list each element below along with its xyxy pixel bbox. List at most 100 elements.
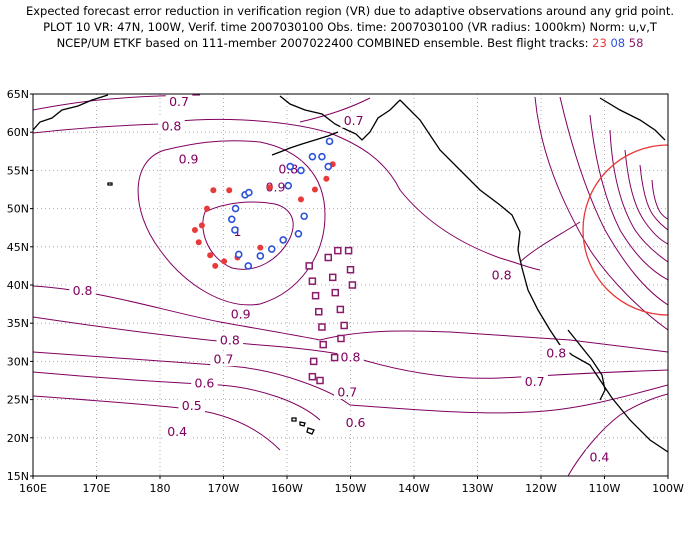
hawaii-3 <box>306 427 315 435</box>
contour-label-bg <box>69 282 96 298</box>
x-tick-label: 110W <box>589 482 621 495</box>
y-tick-label: 25N <box>7 394 29 407</box>
y-tick-label: 30N <box>7 355 29 368</box>
contour-ring-7 <box>651 179 668 220</box>
y-tick-label: 55N <box>7 164 29 177</box>
hawaii-2 <box>299 421 306 427</box>
contour-label-bg <box>262 179 289 195</box>
contour-label: 0.7 <box>214 352 234 367</box>
contour-04 <box>33 395 281 451</box>
track-23-point <box>207 252 214 259</box>
track-58-point <box>328 273 337 282</box>
track-58-point <box>311 291 320 300</box>
x-tick-label: 170W <box>208 482 240 495</box>
baja-coast <box>567 329 606 401</box>
track-08-point <box>284 181 293 190</box>
x-tick-label: 160W <box>271 482 303 495</box>
contour-ring-2 <box>559 96 668 306</box>
title-line-2: PLOT 10 VR: 47N, 100W, Verif. time 20070… <box>43 20 657 34</box>
track-08-point <box>300 212 308 221</box>
contour-label: 0.7 <box>169 94 189 109</box>
track-58-point <box>330 353 339 362</box>
track-58-point <box>336 305 345 314</box>
track-58-point <box>305 262 313 270</box>
track-58-point <box>308 277 317 285</box>
contour-04-east <box>567 393 668 476</box>
contour-label: 0.9 <box>179 151 199 166</box>
aleutians <box>271 131 339 156</box>
contour-label: 0.4 <box>589 449 609 464</box>
contour-08-upper <box>33 123 161 134</box>
contour-ring-6 <box>639 164 668 231</box>
y-tick-label: 15N <box>7 470 29 483</box>
track-08-point <box>308 152 317 161</box>
contour-label-bg <box>175 150 202 166</box>
track-58-point <box>308 372 317 381</box>
track-23-point <box>257 244 264 251</box>
hawaii-1 <box>291 417 297 422</box>
alaska-coast <box>279 95 401 141</box>
y-tick-label: 45N <box>7 241 29 254</box>
y-tick-label: 50N <box>7 203 29 216</box>
contour-label-bg <box>165 93 193 109</box>
contour-ring-3 <box>589 114 668 281</box>
x-tick-label: 180 <box>150 482 171 495</box>
contour-07-east <box>349 355 668 379</box>
track-23-point <box>198 222 205 229</box>
track-08-point <box>256 252 265 260</box>
track-08-point <box>297 166 305 175</box>
track-23-point <box>191 226 198 233</box>
track-23-point <box>221 258 228 265</box>
contour-label: 0.7 <box>344 113 364 128</box>
track-08-point <box>234 250 243 259</box>
track-08-point <box>286 162 294 171</box>
track-08-point <box>245 188 253 197</box>
contour-label: 0.8 <box>546 345 566 360</box>
contour-label-bg <box>178 397 205 413</box>
coastlines <box>33 94 668 453</box>
track-58-point <box>344 246 353 255</box>
x-tick-label: 150W <box>335 482 367 495</box>
track-08-point <box>324 162 333 171</box>
track-23-point <box>297 196 304 203</box>
contour-label-bg <box>586 448 613 464</box>
contour-label-bg <box>216 332 244 348</box>
contour-label-bg <box>334 383 361 399</box>
contour-label: 0.8 <box>341 349 361 364</box>
contour-label-bg <box>340 112 367 128</box>
contour-1-loop <box>202 201 294 270</box>
x-tick-label: 130W <box>462 482 494 495</box>
track-08-point <box>267 245 276 253</box>
contour-label: 0.8 <box>161 119 181 134</box>
track-58-point <box>348 281 357 289</box>
contour-label: 0.8 <box>73 283 93 298</box>
bc-coast <box>399 99 521 251</box>
contour-label-bg <box>488 267 515 283</box>
contour-label: 0.5 <box>182 398 202 413</box>
track-58-legend: 58 <box>628 36 644 50</box>
y-tick-label: 65N <box>7 88 29 101</box>
y-tick-label: 35N <box>7 317 29 330</box>
x-axis-ticks: 160E 170E 180 170W 160W 150W 140W 130W 120W 110W 1… <box>19 476 684 495</box>
contour-08-bay <box>519 221 581 263</box>
contour-label-bg <box>342 414 369 430</box>
flight-tracks <box>191 137 357 385</box>
track-08-point <box>227 215 236 224</box>
title-line-3-prefix: NCEP/UM ETKF based on 111-member 2007022… <box>56 36 589 50</box>
track-58-point <box>340 321 348 330</box>
track-08-point <box>231 204 240 213</box>
x-tick-label: 100W <box>652 482 684 495</box>
track-08-point <box>231 226 239 234</box>
track-58-point <box>316 376 324 385</box>
contour-ring-5 <box>624 149 668 245</box>
contour-label: 0.6 <box>346 415 366 430</box>
us-west-coast <box>517 249 668 453</box>
contour-08-east <box>319 330 668 353</box>
x-tick-label: 140W <box>398 482 430 495</box>
contour-05 <box>33 371 321 421</box>
verification-region-circle <box>582 144 668 316</box>
contour-label: 0.4 <box>167 424 187 439</box>
track-23-point <box>311 186 318 193</box>
track-08-point <box>244 262 253 270</box>
track-08-point <box>279 236 287 244</box>
